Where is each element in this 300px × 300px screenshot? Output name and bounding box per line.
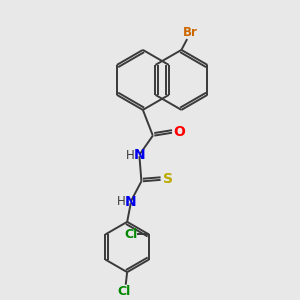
Text: H: H [126, 148, 135, 161]
Text: Cl: Cl [117, 285, 130, 298]
Text: S: S [163, 172, 173, 186]
Text: H: H [117, 195, 126, 208]
Text: Br: Br [183, 26, 197, 39]
Text: N: N [125, 195, 137, 208]
Text: O: O [173, 124, 185, 139]
Text: N: N [134, 148, 145, 162]
Text: Cl: Cl [124, 228, 137, 241]
